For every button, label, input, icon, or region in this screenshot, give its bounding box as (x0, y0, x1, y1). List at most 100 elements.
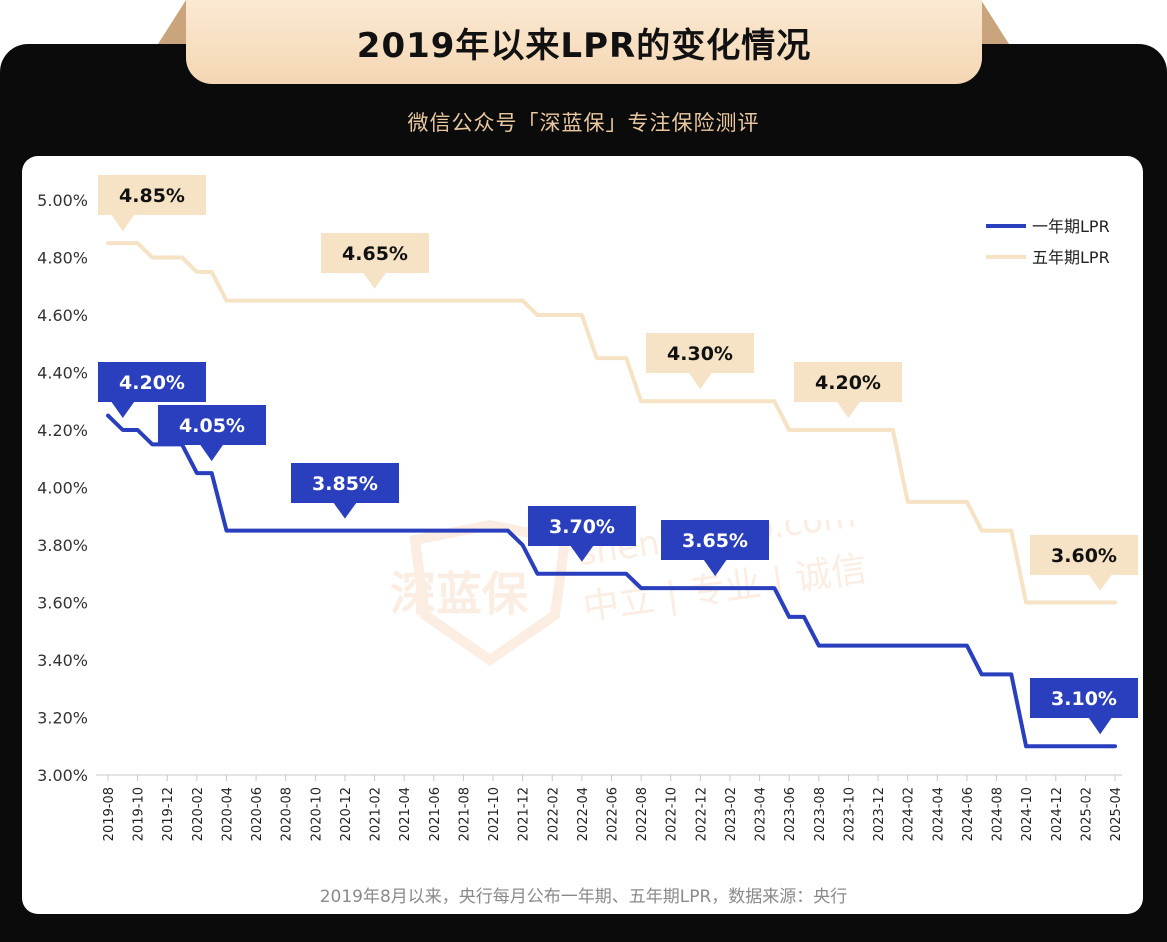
x-tick-label: 2023-06 (783, 787, 798, 841)
x-tick-label: 2025-02 (1079, 787, 1094, 841)
five-year-lpr-line (106, 241, 1117, 605)
callout-label: 3.60% (1051, 545, 1117, 567)
one-year-callout: 3.70% (528, 506, 636, 562)
x-tick-label: 2019-08 (102, 787, 117, 841)
five-year-callout: 4.85% (98, 175, 206, 232)
callout-box (1030, 535, 1138, 575)
one-year-callout: 4.20% (98, 362, 206, 418)
x-tick-label: 2022-12 (694, 787, 709, 841)
callout-box (321, 233, 429, 273)
title-banner: 2019年以来LPR的变化情况 (186, 0, 982, 84)
series-lines (106, 241, 1117, 749)
callout-pointer (688, 372, 713, 390)
callout-pointer (332, 502, 357, 519)
five-year-callout: 4.65% (321, 233, 429, 289)
x-tick-label: 2023-12 (872, 787, 887, 841)
callout-pointer (110, 214, 135, 232)
x-tick-label: 2024-10 (1020, 787, 1035, 841)
five-year-callout: 3.60% (1030, 535, 1138, 591)
x-tick-label: 2024-04 (931, 787, 946, 841)
callout-pointer (199, 444, 224, 462)
y-tick-label: 3.00% (37, 766, 88, 785)
callout-label: 3.65% (682, 530, 748, 552)
x-tick-label: 2025-04 (1109, 787, 1124, 841)
y-tick-label: 3.40% (37, 651, 88, 670)
x-tick-label: 2021-12 (517, 787, 532, 841)
legend: 一年期LPR 五年期LPR (986, 217, 1110, 267)
x-tick-label: 2022-04 (576, 787, 591, 841)
one-year-callout: 3.65% (661, 520, 769, 577)
y-tick-label: 4.60% (37, 306, 88, 325)
callout-label: 4.20% (815, 372, 881, 394)
x-tick-label: 2021-08 (457, 787, 472, 841)
x-tick-label: 2024-12 (1050, 787, 1065, 841)
one-year-callout: 4.05% (158, 405, 266, 462)
one-year-lpr-line (106, 413, 1117, 749)
x-tick-label: 2020-12 (339, 787, 354, 841)
footer-note: 2019年8月以来，央行每月公布一年期、五年期LPR，数据来源：央行 (319, 887, 848, 907)
callout-box (661, 520, 769, 560)
callout-box (291, 463, 399, 503)
callout-label: 3.70% (549, 516, 615, 538)
callout-pointer (110, 401, 135, 418)
x-tick-label: 2024-06 (961, 787, 976, 841)
callout-pointer (569, 545, 594, 562)
callout-pointer (836, 401, 861, 418)
one-year-callout: 3.10% (1030, 678, 1138, 735)
callout-box (794, 362, 902, 402)
x-tick-label: 2021-06 (428, 787, 443, 841)
x-tick-label: 2020-04 (220, 787, 235, 841)
x-tick-label: 2020-06 (250, 787, 265, 841)
x-tick-label: 2022-10 (665, 787, 680, 841)
y-tick-label: 4.20% (37, 421, 88, 440)
callout-box (98, 362, 206, 402)
x-tick-label: 2021-02 (369, 787, 384, 841)
callout-label: 3.85% (312, 473, 378, 495)
y-tick-label: 4.40% (37, 364, 88, 383)
value-callouts: 4.20% 4.05% 3.85% 3.70% 3.65% 3.10% 4.85% 4.65%… (98, 175, 1138, 735)
five-year-callout: 4.30% (646, 333, 754, 390)
callout-pointer (703, 559, 728, 577)
x-tick-label: 2022-02 (546, 787, 561, 841)
callout-label: 4.05% (179, 415, 245, 437)
subtitle: 微信公众号「深蓝保」专注保险测评 (407, 111, 760, 135)
legend-label-one-year: 一年期LPR (1032, 217, 1110, 236)
callout-pointer (362, 272, 387, 289)
x-tick-label: 2021-10 (487, 787, 502, 841)
y-axis: 3.00% 3.20% 3.40% 3.60% 3.80% 4.00% 4.20% 4.40%… (37, 191, 88, 785)
callout-box (1030, 678, 1138, 718)
y-tick-label: 3.80% (37, 536, 88, 555)
legend-label-five-year: 五年期LPR (1032, 248, 1110, 267)
callout-pointer (1088, 574, 1113, 591)
x-axis: 2019-08 2019-10 2019-12 2020-02 2020-04 2020-… (96, 774, 1124, 841)
x-tick-label: 2020-08 (280, 787, 295, 841)
callout-box (646, 333, 754, 373)
page-title: 2019年以来LPR的变化情况 (356, 25, 812, 66)
callout-label: 3.10% (1051, 688, 1117, 710)
one-year-callout: 3.85% (291, 463, 399, 519)
callout-label: 4.65% (342, 243, 408, 265)
x-tick-label: 2023-10 (842, 787, 857, 841)
x-tick-label: 2023-02 (724, 787, 739, 841)
y-tick-label: 3.60% (37, 594, 88, 613)
x-tick-label: 2022-06 (606, 787, 621, 841)
x-tick-label: 2021-04 (398, 787, 413, 841)
x-tick-label: 2020-02 (191, 787, 206, 841)
x-tick-label: 2023-08 (813, 787, 828, 841)
x-tick-label: 2023-04 (754, 787, 769, 841)
callout-label: 4.85% (119, 185, 185, 207)
callout-label: 4.20% (119, 372, 185, 394)
x-tick-label: 2024-02 (902, 787, 917, 841)
y-tick-label: 4.80% (37, 249, 88, 268)
callout-pointer (1088, 717, 1113, 735)
callout-label: 4.30% (667, 343, 733, 365)
x-tick-label: 2024-08 (991, 787, 1006, 841)
x-tick-label: 2019-10 (132, 787, 147, 841)
x-tick-label: 2020-10 (309, 787, 324, 841)
y-tick-label: 4.00% (37, 479, 88, 498)
y-tick-label: 3.20% (37, 709, 88, 728)
callout-box (158, 405, 266, 445)
y-tick-label: 5.00% (37, 191, 88, 210)
x-tick-label: 2022-08 (635, 787, 650, 841)
